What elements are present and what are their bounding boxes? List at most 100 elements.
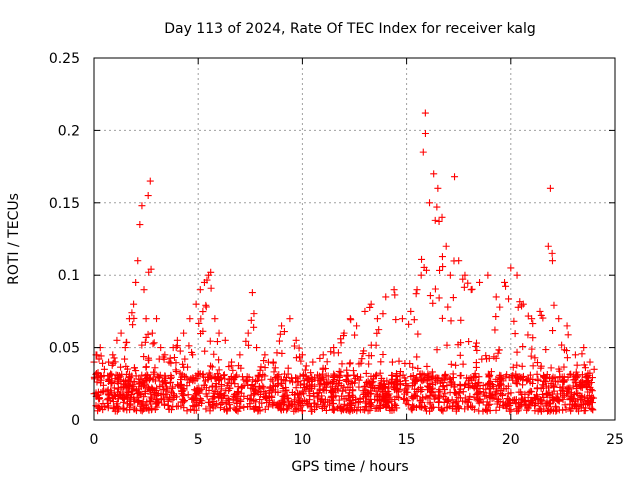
roti-noise-point: [392, 372, 400, 380]
roti-point: [586, 358, 594, 366]
roti-noise-point: [517, 374, 525, 382]
roti-noise-point: [412, 290, 420, 298]
roti-noise-point: [129, 387, 137, 395]
roti-noise-point: [189, 395, 197, 403]
roti-point: [501, 278, 509, 286]
roti-noise-point: [335, 396, 343, 404]
roti-noise-point: [523, 377, 531, 385]
roti-noise-point: [470, 383, 478, 391]
roti-noise-point: [581, 364, 589, 372]
roti-noise-point: [150, 389, 158, 397]
roti-noise-point: [155, 374, 163, 382]
roti-noise-point: [317, 379, 325, 387]
roti-noise-point: [247, 396, 255, 404]
roti-noise-point: [284, 404, 292, 412]
roti-noise-point: [147, 265, 155, 273]
roti-noise-point: [130, 395, 138, 403]
roti-noise-point: [384, 398, 392, 406]
roti-point: [353, 322, 361, 330]
roti-noise-point: [185, 342, 193, 350]
roti-noise-point: [385, 384, 393, 392]
roti-noise-point: [513, 361, 521, 369]
roti-point: [430, 170, 438, 178]
roti-noise-point: [528, 345, 536, 353]
roti-noise-point: [270, 368, 278, 376]
roti-noise-point: [490, 394, 498, 402]
roti-noise-point: [401, 359, 409, 367]
roti-noise-point: [578, 350, 586, 358]
roti-noise-point: [246, 400, 254, 408]
roti-point: [555, 315, 563, 323]
roti-noise-point: [362, 378, 370, 386]
roti-noise-point: [376, 369, 384, 377]
roti-point: [144, 192, 152, 200]
roti-noise-point: [370, 384, 378, 392]
roti-noise-point: [508, 372, 516, 380]
roti-noise-point: [183, 407, 191, 415]
roti-noise-point: [404, 383, 412, 391]
roti-noise-point: [154, 372, 162, 380]
roti-noise-point: [424, 394, 432, 402]
roti-noise-point: [269, 400, 277, 408]
roti-noise-point: [491, 326, 499, 334]
roti-noise-point: [537, 362, 545, 370]
roti-noise-point: [499, 377, 507, 385]
x-tick-label: 20: [502, 432, 520, 448]
roti-noise-point: [510, 396, 518, 404]
roti-noise-point: [252, 387, 260, 395]
roti-noise-point: [202, 405, 210, 413]
roti-point: [361, 307, 369, 315]
roti-noise-point: [259, 382, 267, 390]
roti-noise-point: [526, 371, 534, 379]
roti-point: [536, 307, 544, 315]
roti-noise-point: [414, 330, 422, 338]
roti-noise-point: [441, 390, 449, 398]
roti-noise-point: [505, 295, 513, 303]
roti-noise-point: [174, 402, 182, 410]
roti-noise-point: [473, 346, 481, 354]
roti-noise-point: [235, 362, 243, 370]
roti-noise-point: [375, 404, 383, 412]
roti-noise-point: [328, 406, 336, 414]
roti-noise-point: [104, 372, 112, 380]
roti-noise-point: [277, 379, 285, 387]
roti-noise-point: [543, 389, 551, 397]
roti-noise-point: [343, 366, 351, 374]
roti-noise-point: [358, 355, 366, 363]
roti-noise-point: [395, 357, 403, 365]
roti-noise-point: [198, 385, 206, 393]
roti-point: [148, 329, 156, 337]
roti-noise-point: [122, 362, 130, 370]
roti-noise-point: [503, 395, 511, 403]
roti-noise-point: [464, 383, 472, 391]
roti-noise-point: [295, 344, 303, 352]
roti-point: [461, 271, 469, 279]
roti-point: [438, 213, 446, 221]
roti-point: [125, 315, 133, 323]
roti-point: [580, 344, 588, 352]
roti-point: [390, 286, 398, 294]
roti-noise-point: [186, 378, 194, 386]
roti-noise-point: [509, 376, 517, 384]
roti-noise-point: [544, 407, 552, 415]
roti-noise-point: [353, 373, 361, 381]
roti-noise-point: [110, 391, 118, 399]
roti-noise-point: [122, 371, 130, 379]
roti-noise-point: [537, 311, 545, 319]
roti-noise-point: [250, 323, 258, 331]
roti-noise-point: [325, 378, 333, 386]
roti-noise-point: [283, 391, 291, 399]
roti-noise-point: [142, 363, 150, 371]
roti-noise-point: [388, 358, 396, 366]
roti-noise-point: [377, 377, 385, 385]
roti-noise-point: [493, 385, 501, 393]
roti-noise-point: [503, 401, 511, 409]
roti-noise-point: [191, 386, 199, 394]
roti-noise-point: [456, 382, 464, 389]
roti-noise-point: [360, 391, 368, 399]
roti-noise-point: [114, 395, 122, 403]
roti-noise-point: [492, 389, 500, 397]
roti-noise-point: [435, 374, 443, 382]
roti-noise-point: [560, 346, 568, 354]
roti-noise-point: [566, 395, 574, 403]
